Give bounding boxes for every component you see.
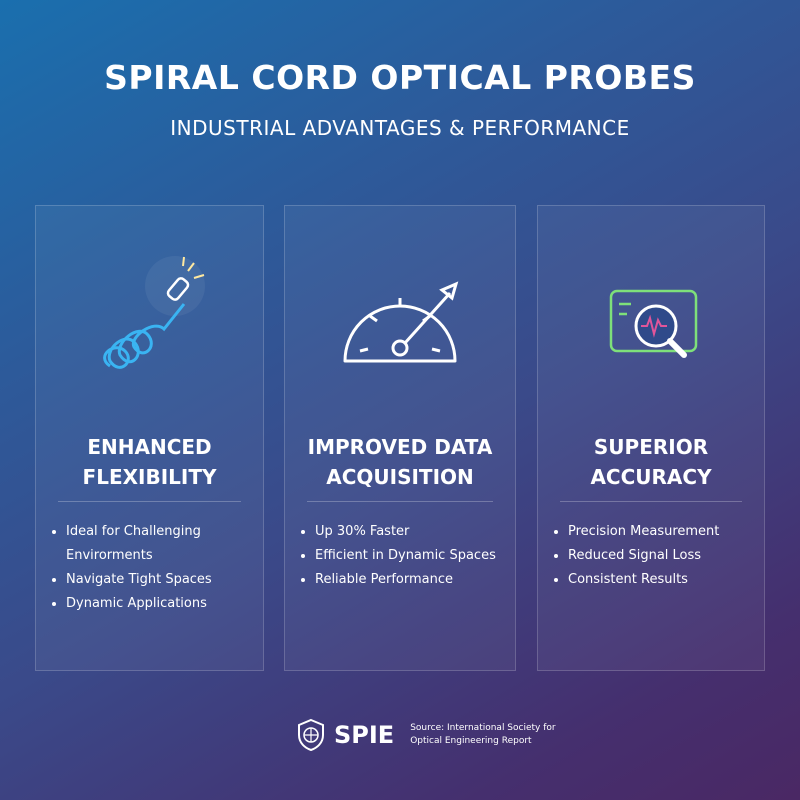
divider (307, 501, 493, 502)
bullet: Dynamic Applications (66, 592, 263, 616)
card-title: ACCURACY (590, 465, 712, 489)
bullet: Ideal for Challenging Envirorments (66, 520, 263, 568)
bullet: Reliable Performance (315, 568, 496, 592)
bullet: Up 30% Faster (315, 520, 496, 544)
divider (560, 501, 742, 502)
card-title: ENHANCED (87, 435, 212, 459)
spiral-icon (102, 256, 205, 369)
footer: SPIE Source: International Society for Op… (296, 718, 556, 752)
card: SUPERIOR ACCURACY Precision MeasurementRe… (537, 205, 765, 671)
source: Source: International Society for (410, 723, 556, 733)
source: Optical Engineering Report (410, 736, 532, 746)
bullet: Navigate Tight Spaces (66, 568, 263, 592)
card: ENHANCED FLEXIBILITY Ideal for Challengin… (35, 205, 264, 671)
title: SPIRAL CORD OPTICAL PROBES (104, 58, 696, 97)
logo-text: SPIE (334, 721, 395, 749)
accuracy-icon (609, 289, 698, 358)
card-title: FLEXIBILITY (82, 465, 217, 489)
bullet: Efficient in Dynamic Spaces (315, 544, 496, 568)
card-title: SUPERIOR (593, 435, 709, 459)
card-title: ACQUISITION (326, 465, 474, 489)
divider (58, 501, 241, 502)
subtitle: INDUSTRIAL ADVANTAGES & PERFORMANCE (170, 116, 630, 140)
gauge-icon (343, 281, 459, 363)
card-title: IMPROVED DATA (307, 435, 493, 459)
card: IMPROVED DATA ACQUISITION Up 30% FasterEf… (284, 205, 516, 671)
bullet: Precision Measurement (568, 520, 719, 544)
logo-icon (298, 718, 324, 752)
bullet: Reduced Signal Loss (568, 544, 719, 568)
bullet: Consistent Results (568, 568, 719, 592)
